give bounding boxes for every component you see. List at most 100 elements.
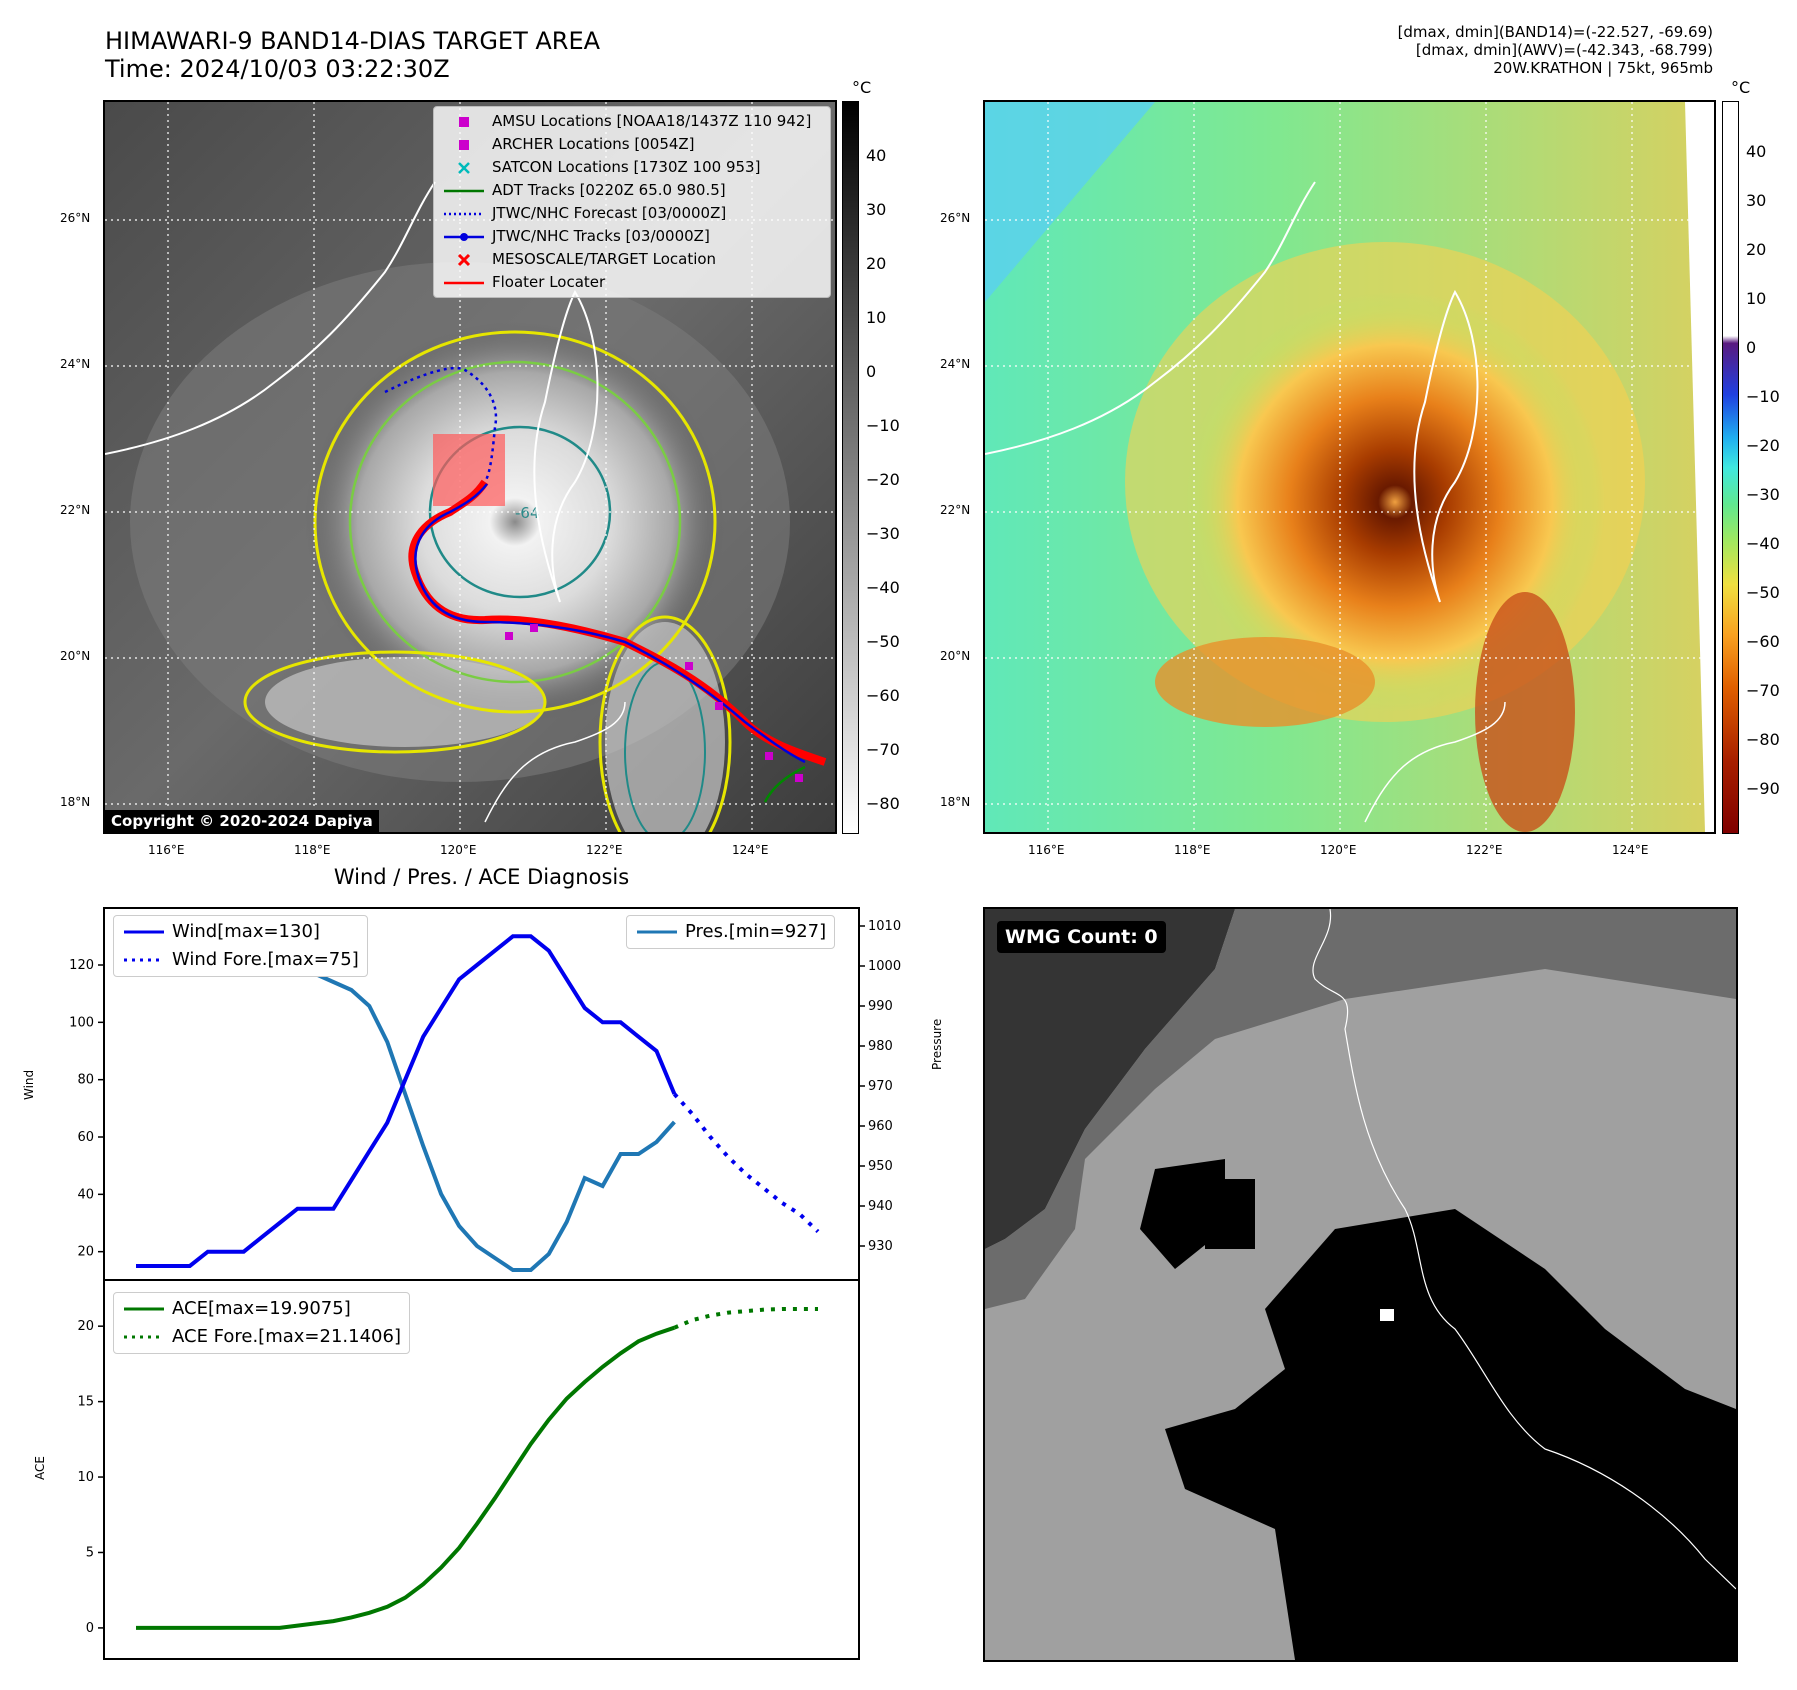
ct-colorbar-tick: −30 bbox=[1746, 485, 1780, 504]
ct-colorbar-tick: 30 bbox=[1746, 191, 1767, 210]
ace-y-tick-label: 0 bbox=[86, 1621, 94, 1636]
pressure-y-ticks: 930 940 950 960 970 980 990 1000 1010 bbox=[859, 919, 901, 1254]
forecast-track bbox=[384, 366, 498, 483]
legend-row-amsu: AMSU Locations [NOAA18/1437Z 110 942] bbox=[442, 110, 822, 133]
ir-colorbar-tick: −50 bbox=[866, 632, 900, 651]
ir-lat-20: 20°N bbox=[60, 649, 91, 663]
ir-lat-18: 18°N bbox=[60, 795, 91, 809]
ir-colorbar-tick: 40 bbox=[866, 146, 887, 165]
ir-colorbar-tick: −60 bbox=[866, 686, 900, 705]
ir-colorbar-tick: 10 bbox=[866, 308, 887, 327]
pressure-axis-label: Pressure bbox=[930, 1018, 944, 1070]
ct-colorbar-tick: −60 bbox=[1746, 632, 1780, 651]
color-rainband-south bbox=[1155, 637, 1375, 727]
contour-band-east bbox=[598, 615, 732, 832]
ir-lon-124: 124°E bbox=[732, 843, 769, 857]
ct-colorbar-tick: 20 bbox=[1746, 240, 1767, 259]
color-coastline-china bbox=[985, 181, 1316, 455]
ct-lon-116: 116°E bbox=[1028, 843, 1065, 857]
jtwc-track bbox=[414, 483, 806, 764]
pressure-y-tick-label: 1000 bbox=[868, 959, 901, 974]
info-line-2: [dmax, dmin](AWV)=(-42.343, -68.799) bbox=[1415, 41, 1713, 59]
ace-y-ticks: 0 5 10 15 20 bbox=[77, 1319, 104, 1636]
legend-row-forecast: JTWC/NHC Forecast [03/0000Z] bbox=[444, 204, 727, 222]
ct-lon-118: 118°E bbox=[1174, 843, 1211, 857]
wind-y-ticks: 20 40 60 80 100 120 bbox=[69, 958, 104, 1260]
color-rainband-east bbox=[1475, 592, 1575, 832]
wind-y-tick-label: 40 bbox=[77, 1187, 94, 1202]
pressure-y-tick-label: 1010 bbox=[868, 919, 901, 934]
ir-colorbar-unit: °C bbox=[852, 78, 872, 97]
legend-row-floater: Floater Locater bbox=[444, 273, 606, 291]
contour-band-south bbox=[243, 650, 547, 754]
pressure-y-tick-label: 950 bbox=[868, 1159, 893, 1174]
ace-forecast-line bbox=[673, 1307, 818, 1330]
ct-colorbar bbox=[1722, 101, 1739, 834]
wind-y-tick-label: 20 bbox=[77, 1245, 94, 1260]
coastline-luzon bbox=[484, 701, 626, 823]
color-gridlines bbox=[985, 102, 1714, 832]
ir-lat-24: 24°N bbox=[60, 357, 91, 371]
ct-colorbar-tick: −50 bbox=[1746, 583, 1780, 602]
wind-axis-label: Wind bbox=[22, 1069, 36, 1100]
wmg-mid-region bbox=[985, 909, 1736, 1309]
wind-line bbox=[136, 934, 677, 1268]
ir-lon-122: 122°E bbox=[586, 843, 623, 857]
legend-wind: Wind[max=130] bbox=[124, 921, 320, 942]
wind-y-tick-label: 80 bbox=[77, 1073, 94, 1088]
ct-colorbar-tick: 0 bbox=[1746, 338, 1757, 357]
legend-pressure: Pres.[min=927] bbox=[637, 921, 827, 942]
ct-lon-120: 120°E bbox=[1320, 843, 1357, 857]
ir-colorbar-tick: 0 bbox=[866, 362, 877, 381]
ct-lat-24: 24°N bbox=[940, 357, 971, 371]
ace-y-tick-label: 15 bbox=[77, 1395, 94, 1410]
wind-y-tick-label: 60 bbox=[77, 1130, 94, 1145]
coastline-china bbox=[105, 181, 436, 455]
legend-ace-forecast: ACE Fore.[max=21.1406] bbox=[124, 1326, 401, 1347]
amsu-markers bbox=[505, 624, 803, 782]
ct-lon-122: 122°E bbox=[1466, 843, 1503, 857]
ct-colorbar-tick: −70 bbox=[1746, 681, 1780, 700]
legend-wind-forecast: Wind Fore.[max=75] bbox=[124, 949, 359, 970]
wmg-white-pixel bbox=[1380, 1309, 1394, 1321]
ct-colorbar-tick: 10 bbox=[1746, 289, 1767, 308]
contour-yellow bbox=[313, 330, 717, 714]
wind-y-tick-label: 120 bbox=[69, 958, 94, 973]
ct-colorbar-tick: −80 bbox=[1746, 730, 1780, 749]
ace-panel-frame bbox=[103, 1279, 860, 1660]
ct-colorbar-unit: °C bbox=[1731, 78, 1751, 97]
ct-lon-124: 124°E bbox=[1612, 843, 1649, 857]
wmg-dark-region bbox=[985, 909, 1235, 1249]
ir-colorbar-tick: −30 bbox=[866, 524, 900, 543]
ct-colorbar-tick: −40 bbox=[1746, 534, 1780, 553]
ct-colorbar-tick: 40 bbox=[1746, 142, 1767, 161]
legend-row-adt: ADT Tracks [0220Z 65.0 980.5] bbox=[444, 181, 726, 199]
color-map-svg bbox=[985, 102, 1714, 832]
pressure-legend: Pres.[min=927] bbox=[626, 915, 836, 949]
pressure-y-tick-label: 970 bbox=[868, 1079, 893, 1094]
wmg-panel: WMG Count: 0 bbox=[983, 907, 1738, 1662]
ir-colorbar-tick: 30 bbox=[866, 200, 887, 219]
ct-colorbar-tick: −10 bbox=[1746, 387, 1780, 406]
ir-lon-120: 120°E bbox=[440, 843, 477, 857]
ct-colorbar-tick: −90 bbox=[1746, 779, 1780, 798]
pressure-y-tick-label: 940 bbox=[868, 1199, 893, 1214]
legend-row-archer: ARCHER Locations [0054Z] bbox=[442, 133, 822, 156]
legend-row-target: MESOSCALE/TARGET Location bbox=[442, 248, 822, 271]
info-line-3: 20W.KRATHON | 75kt, 965mb bbox=[1493, 59, 1713, 77]
contour-green bbox=[348, 360, 682, 684]
ir-colorbar bbox=[842, 101, 859, 834]
legend-row-satcon: SATCON Locations [1730Z 100 953] bbox=[442, 156, 822, 179]
contour-value-label: -64 bbox=[515, 504, 540, 522]
legend-row-jtwc-tracks: JTWC/NHC Tracks [03/0000Z] bbox=[442, 225, 822, 248]
ir-lon-118: 118°E bbox=[294, 843, 331, 857]
diagnosis-title: Wind / Pres. / ACE Diagnosis bbox=[333, 865, 630, 889]
ir-colorbar-tick: −80 bbox=[866, 794, 900, 813]
title-line-1: HIMAWARI-9 BAND14-DIAS TARGET AREA bbox=[105, 27, 601, 55]
wmg-black-blob-2 bbox=[1205, 1179, 1255, 1249]
ace-line bbox=[136, 1325, 676, 1630]
wmg-count-label: WMG Count: 0 bbox=[997, 921, 1166, 953]
title-line-2: Time: 2024/10/03 03:22:30Z bbox=[105, 55, 450, 83]
ir-colorbar-tick: −40 bbox=[866, 578, 900, 597]
